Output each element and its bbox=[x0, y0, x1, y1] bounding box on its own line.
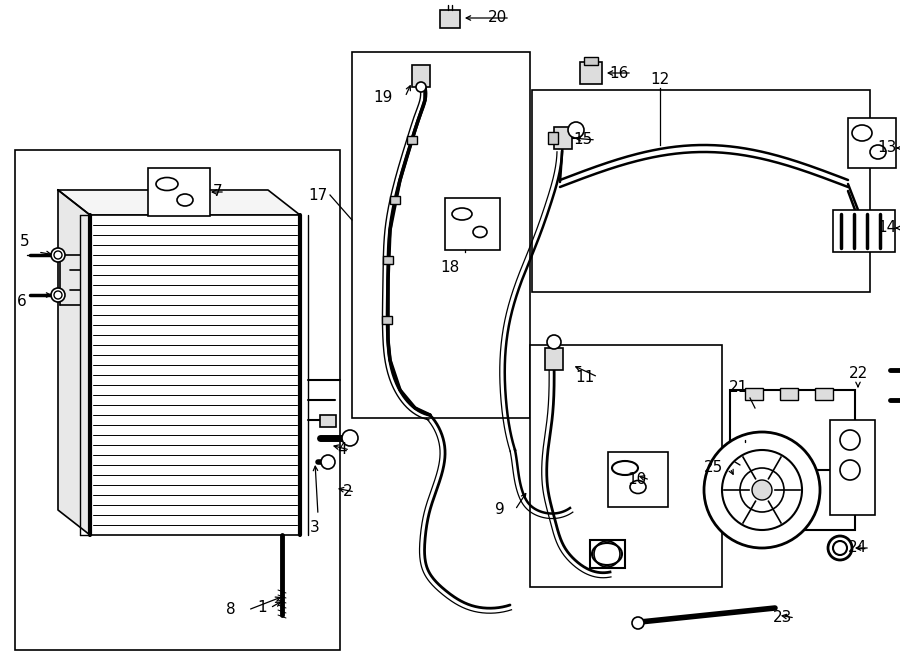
Text: 20: 20 bbox=[488, 11, 507, 26]
Bar bbox=[15, 150, 340, 650]
Bar bbox=[320, 415, 336, 427]
Circle shape bbox=[704, 432, 820, 548]
Bar bbox=[412, 65, 430, 87]
Ellipse shape bbox=[592, 543, 622, 565]
Bar bbox=[584, 57, 598, 65]
Text: 18: 18 bbox=[440, 260, 460, 275]
Bar bbox=[780, 388, 798, 400]
Text: 13: 13 bbox=[878, 141, 897, 155]
Polygon shape bbox=[90, 215, 300, 535]
Bar bbox=[352, 52, 530, 418]
Bar bbox=[407, 136, 417, 144]
Text: 12: 12 bbox=[651, 73, 670, 87]
Text: 8: 8 bbox=[227, 602, 236, 617]
Bar bbox=[383, 256, 393, 264]
Bar bbox=[730, 440, 855, 530]
Bar bbox=[580, 62, 602, 84]
Circle shape bbox=[840, 430, 860, 450]
Bar bbox=[848, 118, 896, 168]
Bar bbox=[530, 345, 722, 587]
Circle shape bbox=[840, 460, 860, 480]
Polygon shape bbox=[58, 190, 300, 215]
Text: 4: 4 bbox=[338, 442, 347, 457]
Circle shape bbox=[752, 480, 772, 500]
Bar bbox=[382, 316, 392, 324]
Circle shape bbox=[416, 82, 426, 92]
Bar bbox=[830, 420, 875, 515]
Text: 1: 1 bbox=[257, 600, 267, 615]
Bar bbox=[548, 132, 558, 144]
Circle shape bbox=[632, 617, 644, 629]
Bar bbox=[590, 540, 625, 568]
Bar bbox=[148, 168, 210, 216]
Bar bbox=[545, 348, 563, 370]
Bar bbox=[554, 127, 572, 149]
Circle shape bbox=[51, 248, 65, 262]
Bar bbox=[730, 390, 855, 470]
Text: 21: 21 bbox=[728, 381, 748, 395]
Text: 7: 7 bbox=[212, 184, 222, 200]
Bar bbox=[445, 198, 500, 250]
Text: 5: 5 bbox=[20, 235, 30, 249]
Text: 9: 9 bbox=[495, 502, 505, 518]
Bar bbox=[391, 196, 401, 204]
Circle shape bbox=[51, 288, 65, 302]
Text: 17: 17 bbox=[309, 188, 328, 202]
Text: 15: 15 bbox=[574, 132, 593, 147]
Circle shape bbox=[342, 430, 358, 446]
Text: 14: 14 bbox=[878, 221, 897, 235]
Text: 6: 6 bbox=[17, 295, 27, 309]
Bar bbox=[745, 388, 763, 400]
Text: 23: 23 bbox=[772, 611, 792, 625]
Bar bbox=[608, 452, 668, 507]
Bar bbox=[532, 90, 870, 292]
Polygon shape bbox=[58, 190, 90, 535]
Bar bbox=[815, 388, 833, 400]
Text: 11: 11 bbox=[576, 369, 595, 385]
Text: 25: 25 bbox=[704, 461, 723, 475]
Text: 19: 19 bbox=[374, 89, 393, 104]
Bar bbox=[440, 10, 460, 28]
Text: 24: 24 bbox=[848, 541, 867, 555]
Circle shape bbox=[568, 122, 584, 138]
Text: 2: 2 bbox=[342, 485, 352, 500]
Text: 22: 22 bbox=[849, 366, 868, 381]
Text: 3: 3 bbox=[310, 520, 320, 535]
Circle shape bbox=[828, 536, 852, 560]
Text: 10: 10 bbox=[628, 473, 647, 488]
Bar bbox=[833, 210, 895, 252]
Circle shape bbox=[547, 335, 561, 349]
Circle shape bbox=[321, 455, 335, 469]
Text: 16: 16 bbox=[609, 65, 629, 81]
